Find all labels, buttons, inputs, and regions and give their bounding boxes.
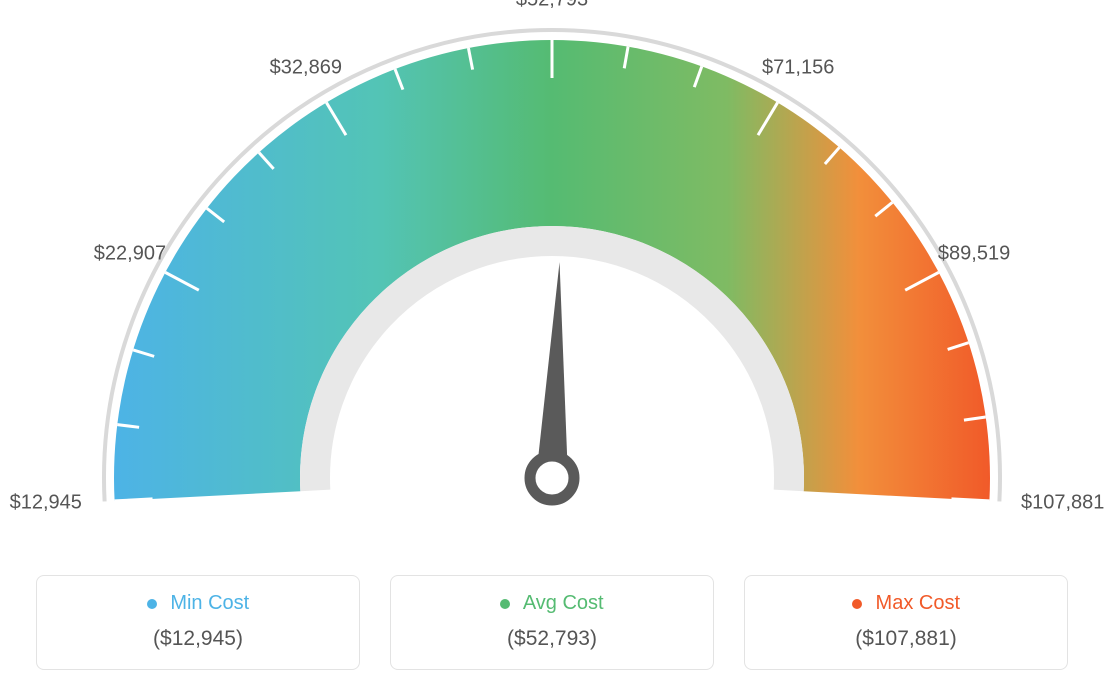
gauge-needle-hub	[530, 456, 574, 500]
legend-avg-box: Avg Cost ($52,793)	[390, 575, 714, 670]
gauge-tick-label: $89,519	[938, 242, 1010, 265]
legend-row: Min Cost ($12,945) Avg Cost ($52,793) Ma…	[36, 575, 1068, 670]
gauge-tick	[115, 499, 153, 501]
legend-min-dot-icon	[147, 599, 157, 609]
legend-min-value: ($12,945)	[47, 627, 349, 651]
legend-max-title-text: Max Cost	[876, 592, 960, 614]
legend-avg-title-text: Avg Cost	[523, 592, 604, 614]
gauge-tick-label: $12,945	[10, 492, 82, 515]
gauge-tick-label: $52,793	[516, 0, 588, 12]
gauge-tick-label: $71,156	[762, 57, 834, 80]
legend-max-title: Max Cost	[755, 592, 1057, 615]
chart-container: $12,945 $22,907 $32,869 $52,793 $71,156 $89,5…	[0, 0, 1104, 690]
gauge-tick-label: $107,881	[1021, 492, 1104, 515]
gauge-needle	[536, 262, 568, 478]
gauge-svg	[0, 0, 1104, 540]
legend-max-dot-icon	[852, 599, 862, 609]
legend-min-title-text: Min Cost	[170, 592, 249, 614]
legend-avg-value: ($52,793)	[401, 627, 703, 651]
gauge-tick	[951, 499, 989, 501]
legend-max-box: Max Cost ($107,881)	[744, 575, 1068, 670]
legend-min-box: Min Cost ($12,945)	[36, 575, 360, 670]
legend-avg-title: Avg Cost	[401, 592, 703, 615]
gauge-tick-label: $32,869	[270, 57, 342, 80]
legend-avg-dot-icon	[500, 599, 510, 609]
gauge-tick-label: $22,907	[94, 242, 166, 265]
legend-min-title: Min Cost	[47, 592, 349, 615]
legend-max-value: ($107,881)	[755, 627, 1057, 651]
